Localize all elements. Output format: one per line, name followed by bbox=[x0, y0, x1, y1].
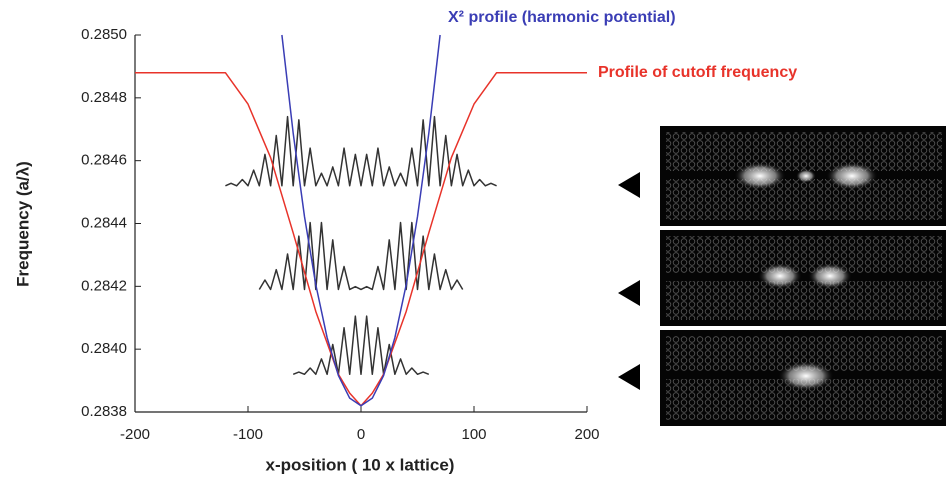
x-tick-label: 200 bbox=[574, 426, 599, 443]
y-tick-label: 0.2844 bbox=[81, 214, 127, 231]
x-tick-label: -100 bbox=[233, 426, 263, 443]
x-axis-title: x-position ( 10 x lattice) bbox=[266, 455, 455, 474]
y-tick-label: 0.2840 bbox=[81, 340, 127, 357]
series-line bbox=[282, 35, 440, 406]
y-tick-label: 0.2850 bbox=[81, 26, 127, 43]
series-line bbox=[225, 117, 496, 186]
arrow bbox=[618, 364, 640, 390]
series-label: Profile of cutoff frequency bbox=[598, 64, 797, 81]
series-line bbox=[135, 73, 587, 406]
x-tick-label: 0 bbox=[357, 426, 365, 443]
series-line bbox=[293, 316, 429, 374]
y-tick-label: 0.2848 bbox=[81, 89, 127, 106]
series-label: X² profile (harmonic potential) bbox=[448, 9, 676, 26]
chart: x-position ( 10 x lattice) Frequency (a/… bbox=[0, 0, 946, 482]
y-axis-title: Frequency (a/λ) bbox=[13, 161, 32, 287]
arrow bbox=[618, 172, 640, 198]
arrow bbox=[618, 280, 640, 306]
x-tick-label: -200 bbox=[120, 426, 150, 443]
y-tick-label: 0.2846 bbox=[81, 152, 127, 169]
x-tick-label: 100 bbox=[461, 426, 486, 443]
y-tick-label: 0.2842 bbox=[81, 277, 127, 294]
mode-images bbox=[618, 126, 946, 426]
series-line bbox=[259, 223, 462, 290]
y-tick-label: 0.2838 bbox=[81, 403, 127, 420]
